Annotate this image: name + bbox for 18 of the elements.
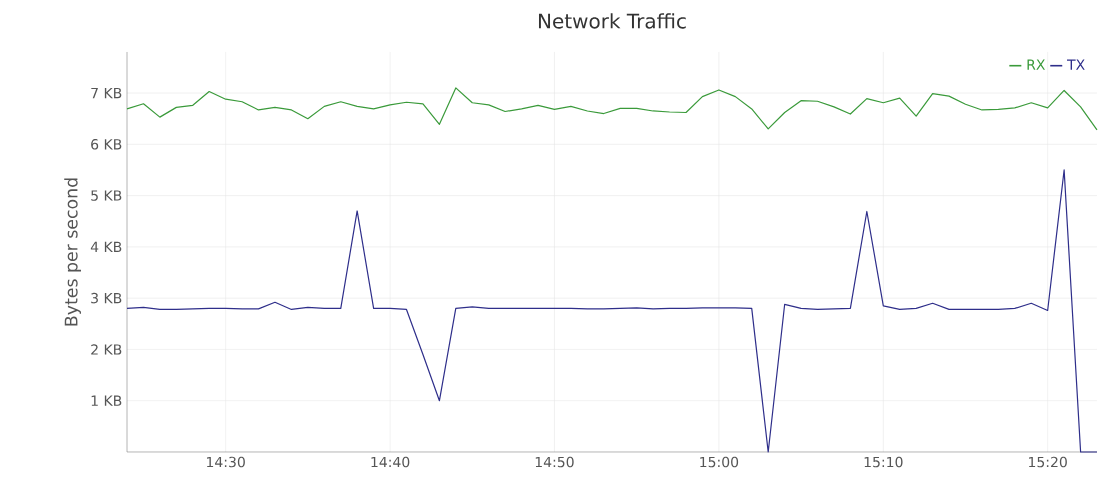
line-series: [126, 87, 1098, 131]
x-tick-label: 15:10: [864, 456, 903, 468]
y-tick-label: 2 KB: [91, 344, 122, 355]
y-tick-label: 7 KB: [91, 87, 122, 99]
legend-label: TX: [1067, 59, 1085, 70]
x-tick-label: 15:00: [700, 456, 739, 468]
y-tick-label: 6 KB: [91, 139, 122, 150]
x-tick-label: 14:40: [371, 456, 410, 468]
y-axis-title: Bytes per second: [64, 178, 81, 326]
y-tick-label: 4 KB: [90, 241, 122, 252]
chart-title: Network Traffic: [538, 13, 686, 29]
x-tick-label: 14:30: [207, 456, 245, 468]
y-tick-label: 1 KB: [91, 395, 122, 406]
x-tick-label: 15:20: [1029, 456, 1067, 468]
legend-label: RX: [1027, 59, 1045, 70]
x-tick-label: 14:50: [535, 456, 574, 468]
y-tick-label: 3 KB: [91, 292, 122, 304]
y-tick-label: 5 KB: [91, 190, 122, 201]
